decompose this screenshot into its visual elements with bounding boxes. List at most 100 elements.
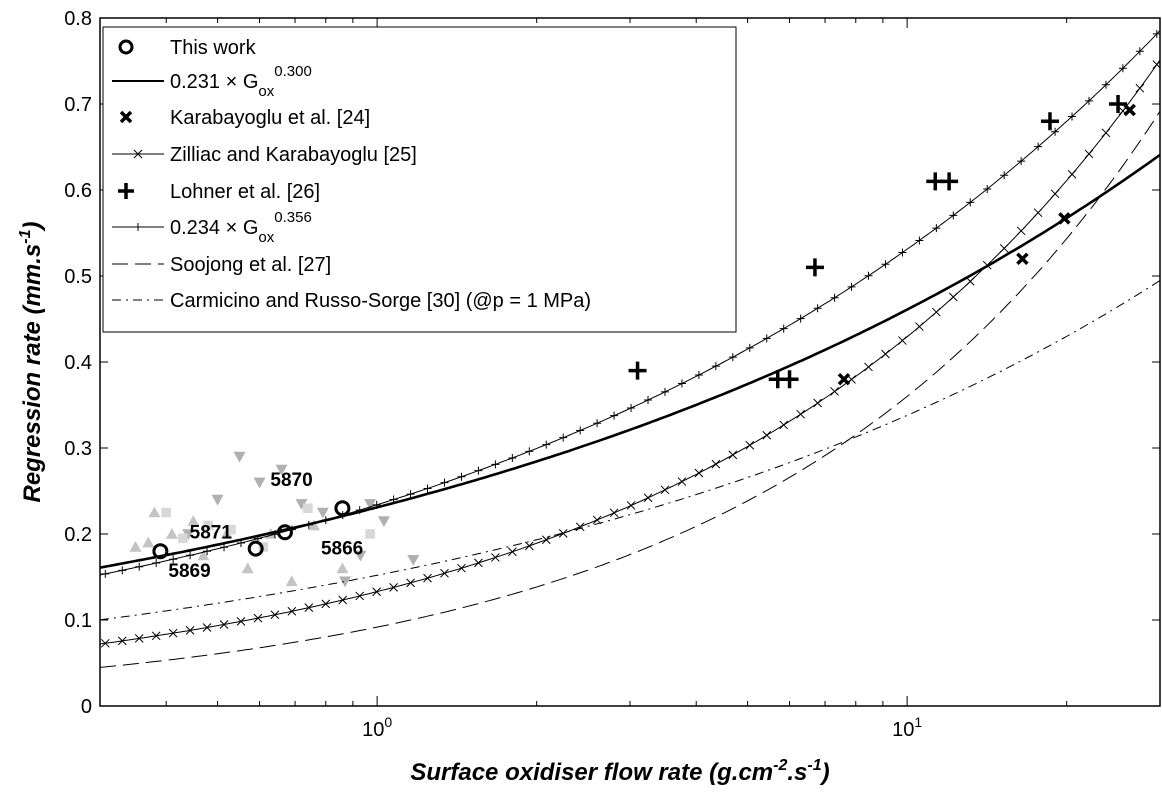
plus-marker <box>660 387 669 396</box>
triangle-down-marker <box>182 529 195 540</box>
plus-marker <box>796 314 805 323</box>
x-marker <box>982 260 992 270</box>
x-tick-base: 10 <box>362 719 384 741</box>
x-marker <box>898 336 907 345</box>
fit-curve <box>100 153 1160 569</box>
x-marker <box>931 307 941 317</box>
x-marker <box>304 603 314 613</box>
x-tick-exponent: 1 <box>914 714 922 730</box>
triangle-down-marker <box>253 477 266 489</box>
x-marker <box>1016 226 1026 236</box>
x-marker <box>1067 169 1077 179</box>
plus-marker <box>628 361 647 380</box>
plus-marker <box>372 500 381 509</box>
plus-marker <box>694 370 703 379</box>
triangle-up-marker <box>336 562 349 574</box>
y-axis-title: Regression rate (mm.s-1) <box>17 222 46 503</box>
plus-marker <box>118 566 127 575</box>
legend-label: Zilliac and Karabayoglu [25] <box>170 144 417 166</box>
legend-label-main: 0.231 × G <box>170 71 258 93</box>
square-marker <box>161 507 172 518</box>
x-tick-base: 10 <box>892 719 914 741</box>
plus-marker <box>406 490 415 499</box>
x-marker <box>1135 83 1145 93</box>
x-marker <box>236 617 246 626</box>
x-marker <box>355 591 365 601</box>
x-marker <box>813 398 822 408</box>
x-marker <box>168 628 178 638</box>
x-marker <box>507 547 517 557</box>
plus-marker <box>830 293 839 302</box>
y-tick-label: 0.1 <box>64 610 92 632</box>
plus-marker <box>1017 157 1026 166</box>
x-marker <box>1033 208 1043 218</box>
plus-marker <box>847 282 856 291</box>
plus-marker <box>610 411 619 420</box>
plus-marker <box>813 304 822 313</box>
plus-marker <box>644 396 653 405</box>
triangle-up-marker <box>197 549 210 561</box>
x-marker <box>338 595 348 605</box>
x-marker <box>779 420 789 430</box>
x-marker <box>491 553 500 562</box>
plus-marker <box>186 551 195 560</box>
plus-marker <box>203 547 212 556</box>
legend-label-superscript: 0.300 <box>274 63 312 80</box>
x-marker <box>999 243 1009 253</box>
x-marker <box>660 485 670 495</box>
plus-marker <box>321 516 330 525</box>
legend-label-superscript: 0.356 <box>274 209 312 226</box>
legend-label: Carmicino and Russo-Sorge [30] (@p = 1 M… <box>170 290 591 312</box>
x-marker <box>457 563 466 573</box>
x-marker <box>440 568 449 578</box>
x-marker <box>626 501 636 510</box>
plus-marker <box>304 520 313 529</box>
x-marker <box>881 349 890 359</box>
x-marker <box>117 636 127 646</box>
circle-marker <box>276 524 293 541</box>
plus-marker <box>542 440 551 449</box>
fit-curve <box>100 111 1160 668</box>
plus-marker <box>559 433 568 442</box>
data-point-label: 5870 <box>270 470 312 491</box>
x-marker <box>1123 103 1136 117</box>
plus-marker <box>593 419 602 428</box>
x-marker <box>643 493 653 503</box>
x-marker <box>728 450 738 460</box>
square-marker <box>365 529 375 539</box>
x-marker <box>253 613 263 623</box>
plus-marker <box>677 379 686 388</box>
plus-marker <box>220 543 229 552</box>
triangle-up-marker <box>285 575 298 587</box>
triangle-up-marker <box>142 536 155 548</box>
x-marker <box>270 610 280 620</box>
background-scatter-layer <box>129 451 420 588</box>
x-marker <box>133 149 143 159</box>
x-axis-title: Surface oxidiser flow rate (g.cm-2.s-1) <box>410 757 829 786</box>
y-tick-label: 0.6 <box>64 180 92 202</box>
y-tick-label: 0.7 <box>64 94 92 116</box>
plus-marker <box>1040 112 1059 131</box>
plus-marker <box>779 324 788 333</box>
y-axis-title-end: ) <box>19 222 46 233</box>
x-marker <box>948 292 958 302</box>
x-marker <box>219 620 229 629</box>
triangle-down-marker <box>377 516 390 528</box>
triangle-up-marker <box>187 515 200 526</box>
square-marker <box>178 533 188 544</box>
plus-marker <box>864 271 873 280</box>
circle-marker <box>152 543 169 560</box>
x-tick-exponent: 0 <box>384 714 392 730</box>
x-marker <box>119 110 133 124</box>
plus-marker <box>1109 95 1128 113</box>
x-marker <box>762 430 772 440</box>
triangle-down-marker <box>211 494 224 506</box>
legend-box <box>102 26 737 333</box>
triangle-up-marker <box>129 540 142 552</box>
y-tick-label: 0.8 <box>64 8 92 30</box>
plus-marker <box>134 223 142 231</box>
triangle-up-marker <box>307 519 320 531</box>
x-marker <box>965 277 975 286</box>
triangle-down-marker <box>233 451 246 463</box>
